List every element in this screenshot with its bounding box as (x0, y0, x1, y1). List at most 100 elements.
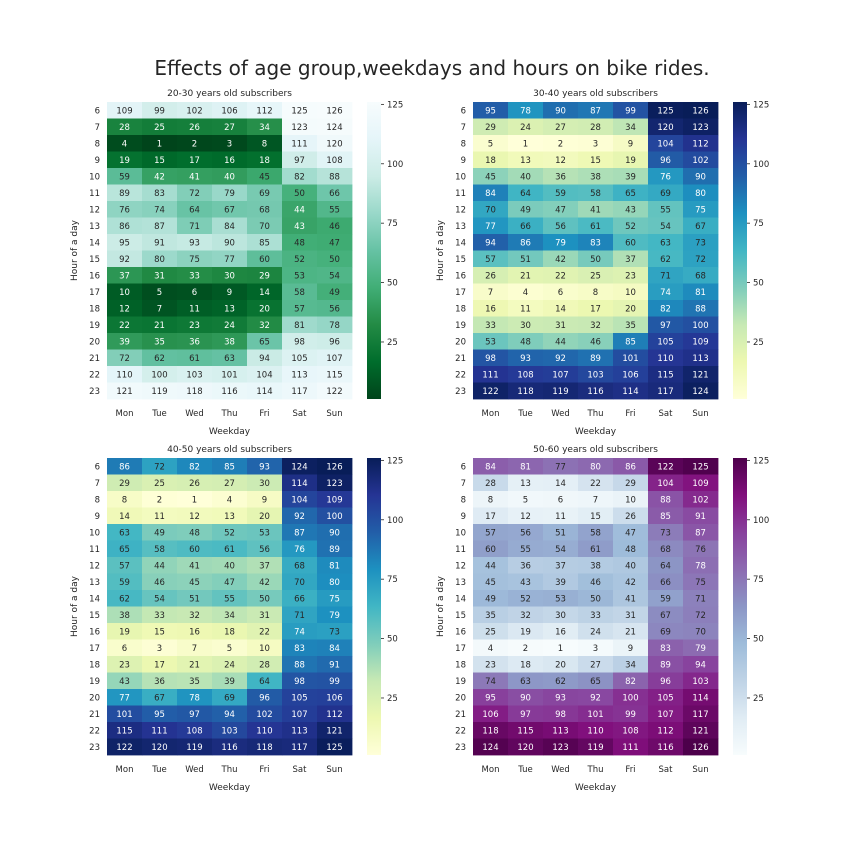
cell-value-label: 109 (692, 337, 708, 347)
colorbar-tick-label: 25 (753, 694, 764, 704)
cell-value-label: 79 (329, 611, 340, 621)
y-tick-label: 14 (89, 594, 100, 604)
colorbar-tick-label: 50 (387, 635, 398, 645)
cell-value-label: 66 (520, 222, 531, 232)
heatmap-cell (107, 507, 143, 525)
cell-value-label: 75 (695, 578, 706, 588)
cell-value-label: 73 (695, 238, 706, 248)
cell-value-label: 5 (227, 644, 232, 654)
cell-value-label: 38 (119, 611, 130, 621)
cell-value-label: 110 (256, 726, 272, 736)
colorbar-tick-label: 25 (387, 338, 398, 348)
cell-value-label: 105 (291, 693, 307, 703)
cell-value-label: 120 (517, 743, 533, 753)
cell-value-label: 123 (692, 123, 708, 133)
heatmap-cell (683, 333, 719, 350)
cell-value-label: 41 (625, 594, 636, 604)
cell-value-label: 16 (485, 304, 496, 314)
heatmap-cell (543, 168, 579, 185)
heatmap-cell (613, 349, 649, 367)
cell-value-label: 79 (695, 644, 706, 654)
y-axis-label: Hour of a day (436, 219, 446, 281)
heatmap-cell (247, 382, 283, 400)
panel-title: 50-60 years old subscribers (533, 445, 658, 455)
heatmap-cell (683, 217, 719, 235)
y-tick-label: 17 (455, 644, 466, 654)
heatmap-cell (317, 250, 353, 268)
heatmap-cell (107, 590, 143, 607)
cell-value-label: 117 (657, 387, 673, 397)
y-tick-label: 8 (95, 495, 100, 505)
cell-value-label: 62 (660, 255, 671, 265)
cell-value-label: 102 (692, 156, 708, 166)
y-tick-label: 9 (461, 156, 466, 166)
cell-value-label: 63 (224, 354, 235, 364)
cell-value-label: 30 (520, 321, 531, 331)
cell-value-label: 67 (695, 222, 706, 232)
heatmap-cell (578, 639, 614, 657)
heatmap-cell (648, 656, 684, 673)
heatmap-cell (613, 491, 649, 508)
cell-value-label: 53 (294, 271, 305, 281)
cell-value-label: 88 (294, 660, 305, 670)
x-tick-label: Tue (151, 409, 167, 419)
cell-value-label: 35 (189, 677, 200, 687)
heatmap-cell (107, 689, 143, 706)
cell-value-label: 108 (517, 370, 533, 380)
cell-value-label: 82 (189, 462, 200, 472)
heatmap-cell (683, 316, 719, 334)
heatmap-cell (142, 366, 178, 383)
cell-value-label: 6 (192, 288, 197, 298)
heatmap-cell (683, 573, 719, 591)
x-tick-label: Sun (326, 765, 342, 775)
cell-value-label: 112 (692, 139, 708, 149)
heatmap-cell (142, 524, 178, 541)
x-tick-label: Fri (625, 765, 635, 775)
cell-value-label: 43 (294, 222, 305, 232)
cell-value-label: 29 (119, 479, 130, 489)
cell-value-label: 121 (692, 726, 708, 736)
cell-value-label: 105 (657, 337, 673, 347)
cell-value-label: 55 (520, 545, 531, 555)
heatmap-cell (683, 738, 719, 756)
cell-value-label: 27 (555, 123, 566, 133)
cell-value-label: 91 (154, 238, 165, 248)
heatmap-cell (247, 300, 283, 317)
cell-value-label: 84 (329, 644, 340, 654)
cell-value-label: 70 (259, 222, 270, 232)
heatmap-cell (142, 316, 178, 334)
cell-value-label: 6 (558, 495, 563, 505)
cell-value-label: 118 (186, 387, 202, 397)
cell-value-label: 42 (555, 255, 566, 265)
cell-value-label: 31 (259, 611, 270, 621)
heatmap-cell (142, 689, 178, 706)
cell-value-label: 9 (628, 644, 633, 654)
cell-value-label: 119 (587, 743, 603, 753)
cell-value-label: 13 (224, 304, 235, 314)
heatmap-cell (317, 491, 353, 508)
y-tick-label: 10 (455, 172, 466, 182)
heatmap-cell (508, 705, 544, 723)
heatmap-cell (473, 267, 509, 284)
heatmap-cell (107, 474, 143, 492)
heatmap-cell (543, 458, 579, 475)
heatmap-cell (543, 507, 579, 525)
heatmap-cell (107, 738, 143, 756)
heatmap-cell (212, 705, 248, 723)
cell-value-label: 7 (488, 288, 493, 298)
cell-value-label: 115 (657, 370, 673, 380)
cell-value-label: 95 (485, 693, 496, 703)
cell-value-label: 113 (291, 726, 307, 736)
heatmap-cell (177, 623, 213, 640)
cell-value-label: 33 (154, 611, 165, 621)
heatmap-cell (317, 672, 353, 690)
cell-value-label: 74 (294, 627, 305, 637)
colorbar-tick-label: 50 (387, 279, 398, 289)
heatmap-cell (212, 250, 248, 268)
cell-value-label: 29 (625, 479, 636, 489)
heatmap-cell (212, 458, 248, 475)
cell-value-label: 52 (625, 222, 636, 232)
cell-value-label: 54 (154, 594, 165, 604)
cell-value-label: 99 (625, 710, 636, 720)
